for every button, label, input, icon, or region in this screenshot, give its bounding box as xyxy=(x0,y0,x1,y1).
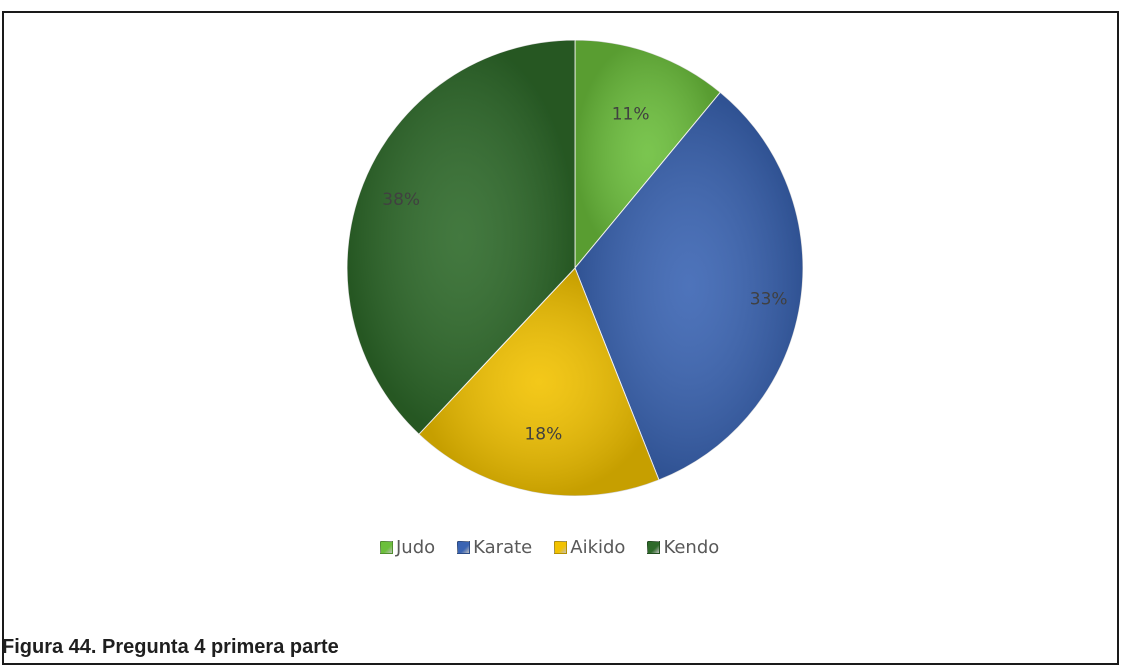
legend-item-judo: Judo xyxy=(380,537,435,558)
data-label-aikido: 18% xyxy=(524,425,562,445)
legend-label-judo: Judo xyxy=(396,537,436,558)
legend-label-kendo: Kendo xyxy=(663,537,720,558)
legend-item-karate: Karate xyxy=(457,537,532,558)
data-label-judo: 11% xyxy=(612,105,650,125)
figure-caption: Figura 44. Pregunta 4 primera parte xyxy=(2,636,339,658)
legend-item-aikido: Aikido xyxy=(554,537,625,558)
legend-label-aikido: Aikido xyxy=(570,537,626,558)
chart-legend: Judo Karate Aikido Kendo xyxy=(380,537,741,558)
legend-swatch-aikido xyxy=(554,541,568,554)
legend-item-kendo: Kendo xyxy=(647,537,719,558)
data-label-karate: 33% xyxy=(750,290,788,310)
pie-slice-shade-aikido xyxy=(418,268,659,496)
legend-swatch-judo xyxy=(380,541,393,554)
legend-swatch-kendo xyxy=(647,541,661,554)
pie-slice-shade-karate xyxy=(575,92,803,480)
data-label-kendo: 38% xyxy=(382,190,420,210)
legend-swatch-karate xyxy=(457,541,471,554)
pie-slice-shade-judo xyxy=(575,40,721,268)
pie-slice-shade-kendo xyxy=(347,40,575,435)
legend-label-karate: Karate xyxy=(473,537,533,558)
